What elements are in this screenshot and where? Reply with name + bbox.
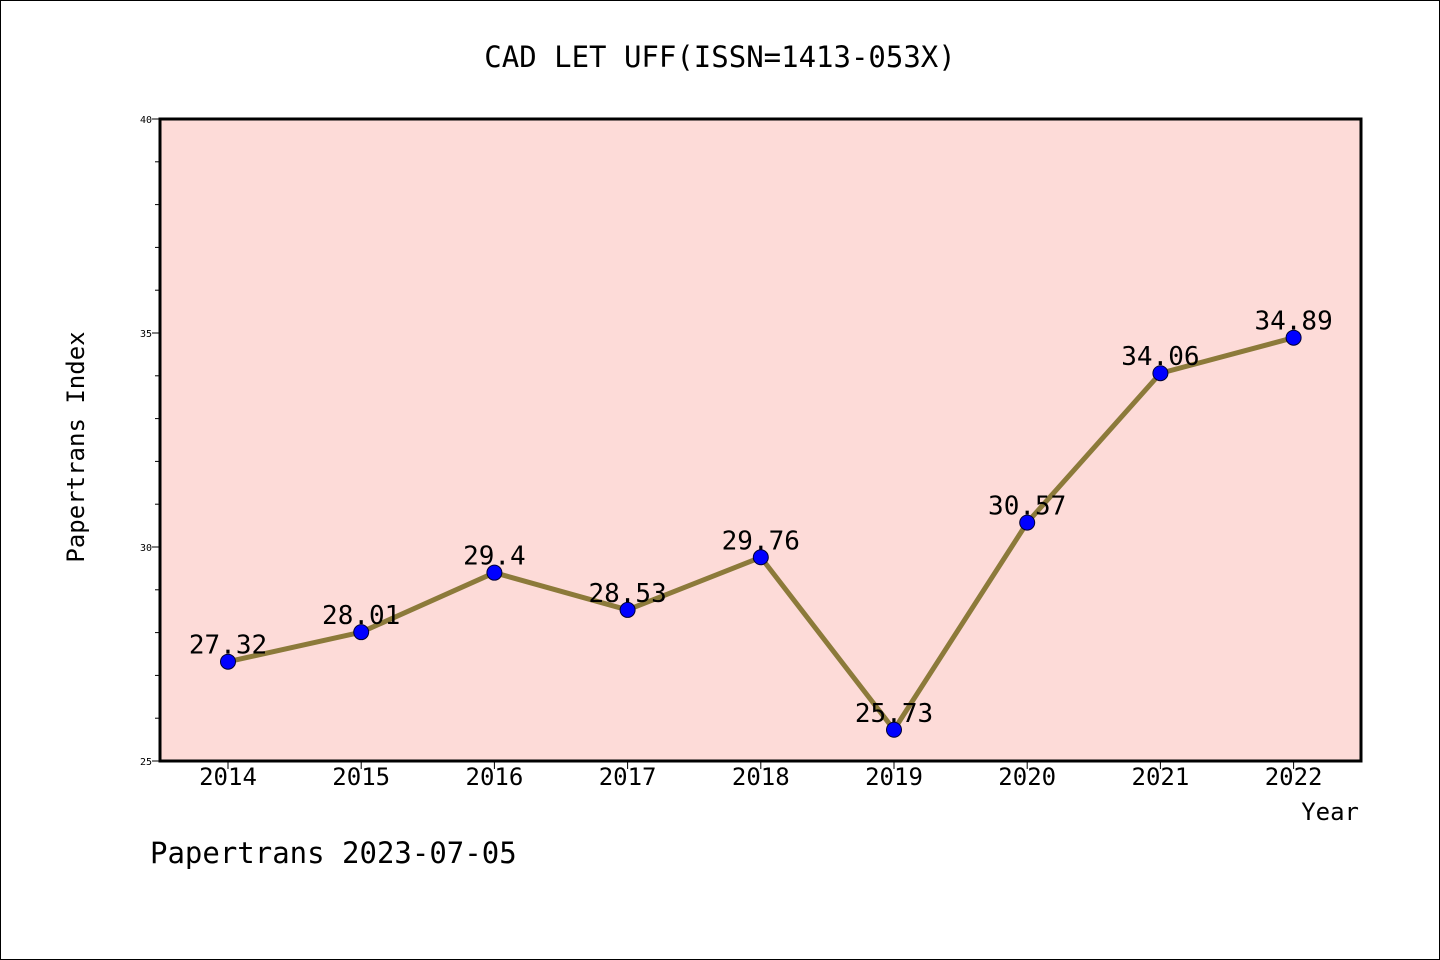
x-tick-label: 2017 [599,763,657,791]
y-tick-label: 35 [140,329,152,340]
chart-title: CAD LET UFF(ISSN=1413-053X) [484,40,955,74]
data-label: 30.57 [988,492,1066,522]
x-tick-label: 2018 [732,763,790,791]
data-point [353,624,370,641]
x-tick-label: 2015 [332,763,390,791]
data-label: 25.73 [855,699,933,729]
data-point [1152,365,1169,382]
y-axis-label: Papertrans Index [62,331,90,562]
data-label: 27.32 [189,631,267,661]
data-point [1019,514,1036,531]
data-label: 29.76 [722,526,800,556]
data-point [752,549,769,566]
y-tick-label: 25 [140,757,152,768]
data-point [486,564,503,581]
x-tick-label: 2021 [1132,763,1190,791]
y-tick-label: 30 [140,543,152,554]
data-label: 28.53 [588,579,666,609]
footer-watermark: Papertrans 2023-07-05 [150,836,517,870]
x-axis: 2014 2015 2016 2017 2018 2019 2020 2021 2022 [199,761,1322,791]
y-axis: 25 30 35 40 [140,115,160,768]
data-point [619,601,636,618]
x-tick-label: 2014 [199,763,257,791]
data-label: 29.4 [463,542,526,572]
data-label: 34.06 [1121,342,1199,372]
series-line-group [220,329,1302,738]
data-point [1285,329,1302,346]
x-tick-label: 2016 [466,763,524,791]
y-tick-label: 40 [140,115,152,126]
data-point [886,721,902,738]
data-point [220,653,236,670]
data-label: 28.01 [322,601,400,631]
data-label-group: 27.32 28.01 29.4 28.53 29.76 25.73 30.57 34.06 3… [189,307,1333,729]
plot-area [158,117,1363,763]
x-tick-label: 2019 [865,763,923,791]
x-axis-label: Year [1301,798,1359,826]
x-tick-label: 2022 [1265,763,1323,791]
x-tick-label: 2020 [998,763,1056,791]
data-label: 34.89 [1254,307,1332,337]
